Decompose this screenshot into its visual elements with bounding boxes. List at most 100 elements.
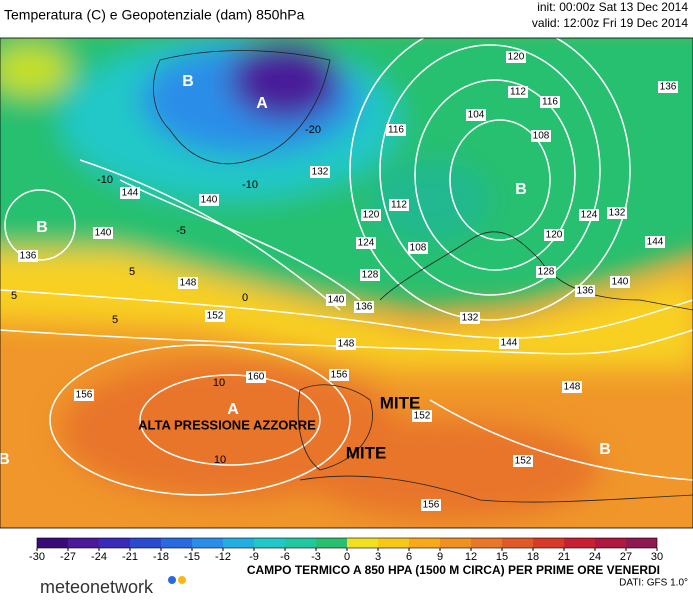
- geopotential-label: 108: [533, 131, 550, 142]
- geopotential-label: 148: [338, 339, 355, 350]
- greenland: [153, 50, 331, 165]
- colorbar-swatch: [595, 538, 626, 548]
- label-box: [205, 310, 225, 322]
- colorbar-tick-label: 9: [437, 551, 443, 563]
- label-box: [421, 499, 441, 511]
- geopotential-labels: 120 112 116 104 108 136 116 132 140 144 140 136 120 1…: [18, 51, 678, 511]
- label-box: [310, 166, 330, 178]
- label-box: [93, 227, 113, 239]
- colorbar-tick-label: 12: [465, 551, 477, 563]
- colorbar-swatch: [564, 538, 595, 548]
- label-box: [386, 124, 406, 136]
- label-box: [356, 237, 376, 249]
- temperature-label: 0: [242, 292, 248, 304]
- contour: [414, 79, 576, 271]
- annotation: ALTA PRESSIONE AZZORRE: [138, 417, 316, 432]
- colorbar-swatch: [502, 538, 533, 548]
- geopotential-label: 108: [410, 243, 427, 254]
- colorbar-tick-label: 3: [375, 551, 381, 563]
- colorbar-swatch: [254, 538, 285, 548]
- logo-dot: [178, 576, 186, 584]
- colorbar-swatch: [347, 538, 378, 548]
- temperature-label: -20: [305, 124, 321, 136]
- geopotential-label: 140: [95, 228, 112, 239]
- temperature-labels: -20 -10 -10 -5 0 5 5 10 10 5: [11, 124, 321, 466]
- geopotential-label: 136: [660, 82, 677, 93]
- contour: [49, 344, 351, 496]
- contour: [379, 44, 601, 296]
- pressure-center: B: [0, 451, 10, 468]
- colorbar: -30 -27 -24 -21 -18 -15 -12 -9 -6 -3 0 3 6 9 12 15 18 21 2…: [29, 537, 663, 563]
- data-source: DATI: GFS 1.0°: [619, 578, 688, 589]
- colorbar-tick-label: 24: [589, 551, 601, 563]
- geopotential-label: 148: [564, 382, 581, 393]
- map-frame: [0, 37, 693, 529]
- colorbar-swatch: [626, 538, 657, 548]
- colorbar-swatch: [440, 538, 471, 548]
- field-lime: [0, 45, 70, 95]
- label-box: [536, 266, 556, 278]
- annotation: MITE: [380, 393, 421, 412]
- geopotential-label: 128: [362, 270, 379, 281]
- label-box: [540, 96, 560, 108]
- colorbar-tick-label: -27: [60, 551, 76, 563]
- label-box: [412, 410, 432, 422]
- label-box: [74, 389, 94, 401]
- label-box: [506, 51, 526, 63]
- geopotential-label: 128: [538, 267, 555, 278]
- label-box: [326, 294, 346, 306]
- colorbar-tick-label: -15: [184, 551, 200, 563]
- geopotential-label: 148: [180, 278, 197, 289]
- label-box: [575, 285, 595, 297]
- geopotential-label: 112: [510, 87, 526, 98]
- geopotential-label: 136: [20, 251, 37, 262]
- geopotential-label: 152: [414, 411, 431, 422]
- geopotential-label: 140: [201, 195, 218, 206]
- colorbar-tick-label: -18: [153, 551, 169, 563]
- field-purple: [230, 40, 340, 120]
- temperature-label: 10: [214, 454, 226, 466]
- geopotential-label: 136: [577, 286, 594, 297]
- geopotential-label: 132: [312, 167, 329, 178]
- label-box: [607, 207, 627, 219]
- label-box: [466, 109, 486, 121]
- label-box: [18, 250, 38, 262]
- label-box: [360, 269, 380, 281]
- label-box: [120, 187, 140, 199]
- temperature-label: 5: [11, 290, 17, 302]
- geopotential-contours: [0, 38, 693, 496]
- label-box: [658, 81, 678, 93]
- colorbar-tick-label: -21: [122, 551, 138, 563]
- iberia: [297, 384, 373, 471]
- label-box: [246, 371, 266, 383]
- label-box: [499, 337, 519, 349]
- contour: [119, 179, 361, 301]
- contour: [139, 374, 321, 466]
- colorbar-tick-label: -24: [91, 551, 107, 563]
- colorbar-tick-label: 27: [620, 551, 632, 563]
- label-box: [579, 209, 599, 221]
- label-box: [508, 86, 528, 98]
- colorbar-swatch: [378, 538, 409, 548]
- logo-dot: [168, 576, 176, 584]
- pressure-centers: B A B B A B B: [0, 73, 611, 468]
- temperature-label: 5: [112, 314, 118, 326]
- colorbar-swatch: [533, 538, 564, 548]
- geopotential-label: 112: [391, 200, 407, 211]
- field-yellow: [0, 235, 693, 370]
- colorbar-swatch: [68, 538, 99, 548]
- colorbar-swatch: [37, 538, 68, 548]
- geopotential-label: 144: [122, 188, 139, 199]
- colorbar-tick-label: -12: [215, 551, 231, 563]
- label-box: [354, 301, 374, 313]
- geopotential-label: 124: [581, 210, 598, 221]
- temperature-label: 10: [213, 377, 225, 389]
- colorbar-swatch: [223, 538, 254, 548]
- geopotential-label: 156: [331, 370, 348, 381]
- label-box: [389, 199, 409, 211]
- colorbar-tick-label: 15: [496, 551, 508, 563]
- contour: [0, 289, 693, 339]
- label-box: [562, 381, 582, 393]
- geopotential-label: 104: [468, 110, 485, 121]
